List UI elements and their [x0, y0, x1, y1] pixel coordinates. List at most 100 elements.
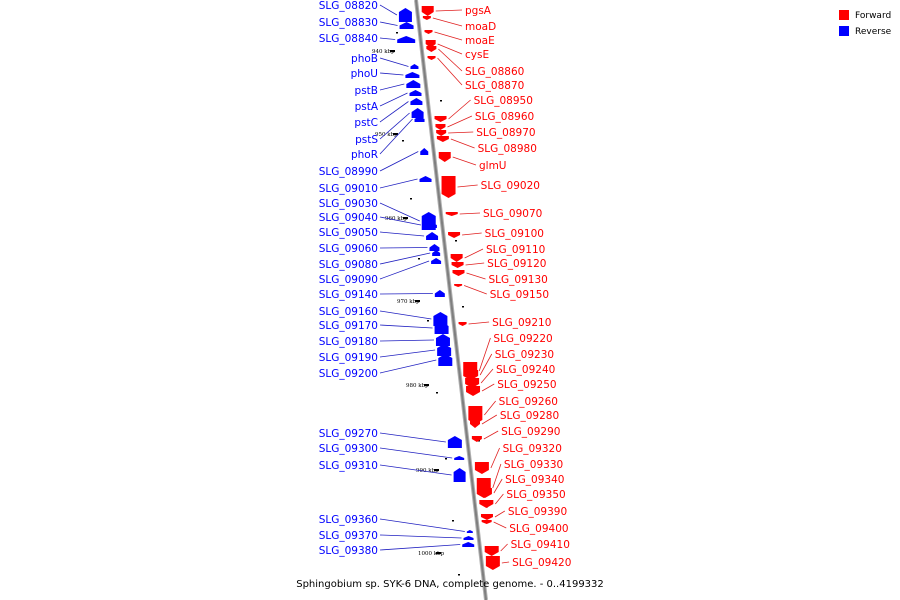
forward-gene-label: SLG_08950: [474, 95, 533, 107]
reverse-gene-mark: [434, 290, 445, 297]
forward-gene-label: SLG_08870: [465, 80, 524, 92]
forward-gene-label: SLG_09240: [496, 364, 555, 376]
map-title: Sphingobium sp. SYK-6 DNA, complete geno…: [296, 579, 604, 590]
forward-gene-leader: [435, 9, 463, 12]
forward-gene-leader: [463, 285, 487, 295]
forward-gene-mark: [464, 370, 479, 380]
reverse-gene-label: SLG_08840: [319, 33, 378, 45]
forward-gene-leader: [494, 510, 506, 518]
reverse-gene-leader: [379, 92, 408, 107]
legend: Forward Reverse: [839, 10, 892, 37]
reverse-gene-label: phoB: [351, 53, 378, 65]
reverse-gene-label: SLG_09300: [319, 443, 378, 455]
reverse-gene-leader: [379, 447, 453, 459]
legend-forward-label: Forward: [855, 11, 891, 21]
reverse-gene-mark: [453, 468, 466, 482]
forward-gene-mark: [480, 514, 493, 520]
reverse-gene-leader: [379, 252, 431, 265]
forward-gene-label: SLG_09280: [500, 410, 559, 422]
scale-dot: [458, 574, 460, 576]
forward-gene-leader: [450, 138, 475, 149]
reverse-gene-mark: [419, 176, 432, 182]
kbp-label: 950 kbp: [375, 132, 398, 138]
reverse-gene-mark: [447, 436, 462, 448]
reverse-gene-leader: [379, 464, 452, 476]
forward-gene-label: SLG_09130: [489, 274, 548, 286]
reverse-gene-leader: [379, 534, 462, 539]
forward-gene-leader: [484, 400, 496, 416]
reverse-gene-leader: [379, 37, 396, 40]
scale-dot: [427, 320, 429, 322]
reverse-gene-label: SLG_08990: [319, 166, 378, 178]
scale-dot: [402, 140, 404, 142]
forward-gene-leader: [438, 48, 463, 72]
forward-gene-mark: [427, 56, 436, 60]
genome-axis: [414, 0, 488, 600]
legend-forward-swatch: [839, 10, 849, 20]
forward-gene-leader: [434, 31, 463, 41]
forward-gene-mark: [424, 30, 433, 34]
reverse-gene-leader: [379, 83, 405, 91]
reverse-gene-leader: [379, 202, 420, 222]
kbp-tick: [436, 552, 441, 554]
reverse-gene-label: SLG_09090: [319, 274, 378, 286]
forward-gene-label: SLG_09250: [497, 379, 556, 391]
reverse-gene-mark: [411, 108, 424, 118]
reverse-gene-leader: [379, 324, 433, 329]
reverse-gene-leader: [379, 72, 404, 76]
reverse-gene-mark: [410, 64, 419, 69]
forward-gene-label: SLG_09350: [506, 489, 565, 501]
forward-gene-label: SLG_08970: [476, 127, 535, 139]
reverse-gene-mark: [432, 250, 441, 256]
kbp-label: 980 kbp: [406, 383, 429, 389]
reverse-gene-mark: [434, 322, 449, 334]
reverse-gene-mark: [406, 80, 421, 88]
reverse-gene-label: SLG_09030: [319, 198, 378, 210]
forward-gene-leader: [459, 212, 481, 215]
reverse-gene-mark: [420, 148, 429, 155]
kbp-label: 940 kbp: [372, 49, 395, 55]
forward-gene-leader: [478, 337, 491, 372]
reverse-gene-mark: [462, 542, 475, 547]
forward-gene-label: SLG_09110: [486, 244, 545, 256]
forward-gene-label: moaD: [465, 21, 496, 33]
reverse-gene-leader: [379, 247, 428, 249]
reverse-gene-mark: [397, 36, 416, 43]
forward-gene-mark: [474, 462, 489, 474]
legend-reverse-swatch: [839, 26, 849, 36]
forward-gene-mark: [479, 500, 494, 508]
reverse-gene-label: phoR: [351, 149, 378, 161]
forward-gene-label: SLG_09210: [492, 317, 551, 329]
reverse-gene-mark: [398, 8, 412, 22]
forward-gene-mark: [458, 322, 467, 326]
reverse-gene-label: SLG_09050: [319, 227, 378, 239]
reverse-gene-leader: [379, 231, 425, 237]
forward-gene-mark: [426, 46, 437, 52]
scale-dot: [440, 100, 442, 102]
reverse-gene-mark: [433, 312, 448, 326]
reverse-gene-leader: [379, 544, 461, 551]
reverse-gene-label: SLG_09310: [319, 460, 378, 472]
scale-dot: [478, 440, 480, 442]
forward-gene-label: SLG_08980: [478, 143, 537, 155]
kbp-tick: [415, 300, 420, 302]
forward-gene-label: SLG_09230: [495, 349, 554, 361]
forward-gene-leader: [495, 493, 504, 505]
forward-gene-leader: [492, 463, 502, 489]
reverse-gene-leader: [379, 4, 398, 16]
forward-gene-leader: [480, 368, 494, 384]
forward-gene-leader: [432, 17, 463, 27]
reverse-gene-mark: [437, 344, 452, 356]
reverse-gene-label: SLG_09360: [319, 514, 378, 526]
forward-gene-label: SLG_09220: [493, 333, 552, 345]
reverse-gene-label: SLG_09270: [319, 428, 378, 440]
reverse-gene-leader: [379, 349, 436, 358]
reverse-gene-leader: [379, 310, 432, 320]
reverse-gene-label: SLG_09200: [319, 368, 378, 380]
forward-gene-leader: [452, 156, 477, 166]
scale-dot: [462, 306, 464, 308]
forward-strand-genes: pgsA moaD moaE cysE SLG_08860 SLG_08870 SLG_08…: [421, 5, 571, 570]
forward-gene-mark: [477, 488, 492, 498]
forward-gene-mark: [481, 520, 492, 524]
